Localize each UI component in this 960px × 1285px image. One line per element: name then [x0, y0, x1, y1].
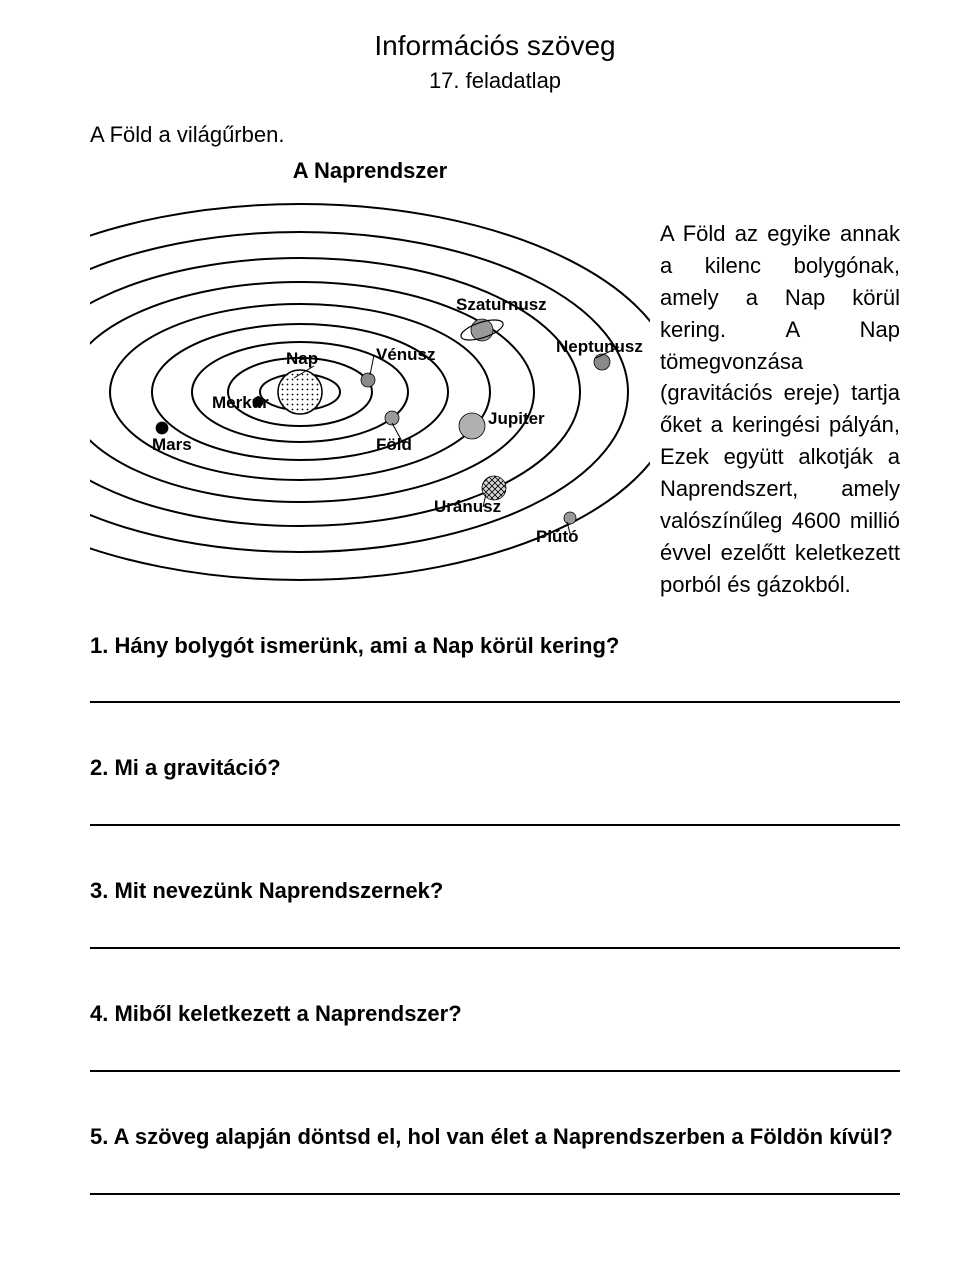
answer-line [90, 947, 900, 949]
svg-text:Szaturnusz: Szaturnusz [456, 295, 547, 314]
paragraph-text: A Föld az egyike annak a kilenc bolygóna… [660, 158, 900, 601]
page: Információs szöveg 17. feladatlap A Föld… [0, 0, 960, 1285]
svg-text:Uránusz: Uránusz [434, 497, 501, 516]
question-3: 3. Mit nevezünk Naprendszernek? [90, 876, 900, 907]
section-heading: A Naprendszer [90, 158, 650, 184]
answer-line [90, 701, 900, 703]
solar-system-diagram: Nap Merkúr Vénusz Föld Mars Jupiter Szaturnusz… [90, 192, 650, 592]
svg-text:Föld: Föld [376, 435, 412, 454]
page-subtitle: 17. feladatlap [90, 68, 900, 94]
page-title: Információs szöveg [90, 30, 900, 62]
answer-line [90, 824, 900, 826]
diagram-column: A Naprendszer Nap Merkúr Vénusz Föld Mars Jup… [90, 158, 650, 592]
answer-line [90, 1070, 900, 1072]
question-1: 1. Hány bolygót ismerünk, ami a Nap körü… [90, 631, 900, 662]
svg-text:Plútó: Plútó [536, 527, 579, 546]
svg-text:Mars: Mars [152, 435, 192, 454]
question-5: 5. A szöveg alapján döntsd el, hol van é… [90, 1122, 900, 1153]
svg-text:Jupiter: Jupiter [488, 409, 545, 428]
content-row: A Naprendszer Nap Merkúr Vénusz Föld Mars Jup… [90, 158, 900, 601]
question-4: 4. Miből keletkezett a Naprendszer? [90, 999, 900, 1030]
svg-text:Neptunusz: Neptunusz [556, 337, 643, 356]
question-2: 2. Mi a gravitáció? [90, 753, 900, 784]
svg-text:Merkúr: Merkúr [212, 393, 269, 412]
answer-line [90, 1193, 900, 1195]
questions-block: 1. Hány bolygót ismerünk, ami a Nap körü… [90, 631, 900, 1195]
svg-text:Vénusz: Vénusz [376, 345, 436, 364]
svg-text:Nap: Nap [286, 349, 318, 368]
intro-text: A Föld a világűrben. [90, 122, 900, 148]
